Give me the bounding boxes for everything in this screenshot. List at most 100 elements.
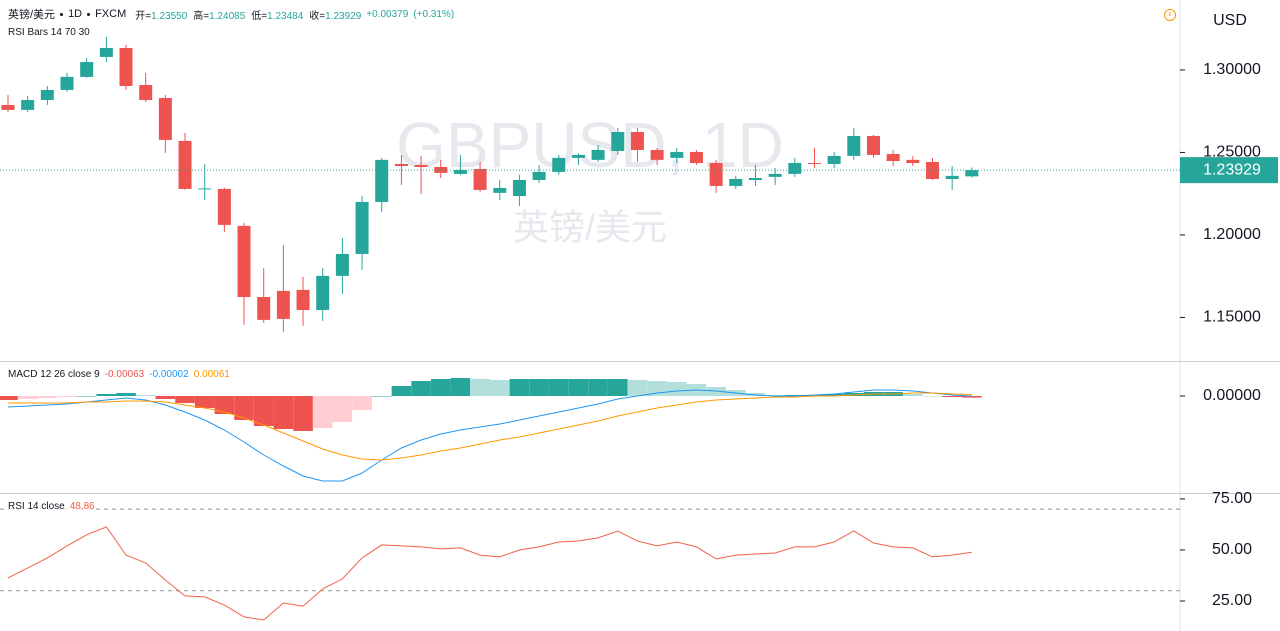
macd-histogram-bar (627, 380, 648, 396)
macd-histogram-bar (489, 380, 510, 396)
candle-body (316, 275, 330, 311)
ohlc-value: 1.23550 (151, 10, 188, 22)
macd-histogram-bar (391, 386, 412, 396)
candle-body (453, 169, 467, 174)
y-tick-label: 25.00 (1212, 592, 1252, 609)
candle-body (119, 48, 133, 86)
candle-body (611, 131, 625, 151)
currency-box[interactable] (1200, 6, 1262, 36)
candle-body (768, 173, 782, 177)
separator (60, 12, 64, 16)
source: FXCM (95, 8, 127, 20)
candle-body (80, 62, 94, 77)
candle-body (434, 166, 448, 173)
ohlc-item: 高=1.24085 (193, 7, 245, 22)
macd-line (7, 389, 972, 482)
macd-histogram-bar (17, 396, 38, 399)
candle-body (198, 188, 212, 190)
y-tick-label: 75.00 (1212, 490, 1252, 507)
macd-histogram-bar (411, 381, 431, 396)
candle-body (827, 155, 841, 165)
macd-histogram-bar (430, 379, 451, 396)
symbol-legend: 英镑/美元 1D FXCM 开=1.23550 高=1.24085 低=1.2348… (8, 6, 455, 22)
change: +0.00379 (366, 8, 409, 20)
candle-body (139, 84, 153, 100)
macd-histogram-bar (194, 396, 215, 408)
candle-body (21, 99, 35, 110)
candle-body (375, 159, 389, 202)
candle-body (178, 140, 192, 189)
candle-body (158, 98, 172, 140)
candle-body (1, 104, 15, 110)
ohlc-label: 开= (135, 10, 152, 22)
candle-body (788, 163, 802, 174)
macd-histogram-bar (962, 396, 982, 398)
macd-histogram-bar (450, 378, 471, 396)
candle-body (886, 153, 900, 162)
macd-histogram-bar (332, 396, 353, 422)
symbol[interactable]: 英镑/美元 (8, 9, 56, 21)
macd-histogram-bar (214, 396, 235, 414)
rsi-title: RSI 14 close (8, 501, 65, 512)
macd-histogram-bar (371, 396, 392, 397)
ohlc-item: 低=1.23484 (251, 7, 303, 22)
separator (87, 12, 91, 16)
candle-body (650, 149, 664, 160)
ohlc-item: 开=1.23550 (135, 7, 187, 22)
ohlc-label: 高= (193, 10, 210, 22)
y-tick-label: 1.15000 (1203, 309, 1261, 326)
candle-body (571, 154, 585, 158)
interval: 1D (68, 8, 83, 20)
macd-hist-value: -0.00063 (104, 369, 145, 380)
candle-body (906, 159, 920, 164)
macd-histogram-bar (666, 382, 687, 396)
macd-legend: MACD 12 26 close 9 -0.00063 -0.00002 0.0… (8, 369, 230, 380)
watermark-sub: 英镑/美元 (513, 207, 667, 248)
macd-histogram-bar (273, 396, 294, 429)
candle-body (552, 157, 566, 172)
macd-line (8, 392, 972, 461)
candle-body (473, 168, 487, 190)
candle-body (40, 89, 54, 100)
ohlc-value: 1.24085 (209, 10, 246, 22)
indicator: RSI Bars 14 70 30 (8, 27, 90, 38)
macd-title: MACD 12 26 close 9 (8, 369, 100, 380)
y-tick-label: 0.00000 (1203, 387, 1261, 404)
candle-body (414, 164, 428, 167)
alert-icon[interactable] (1164, 9, 1176, 21)
candle-body (493, 187, 507, 193)
macd-histogram-bar (76, 396, 97, 397)
candle-body (257, 296, 271, 320)
candle-body (748, 178, 762, 181)
macd-histogram-bar (135, 395, 156, 396)
macd-histogram-bar (57, 396, 77, 397)
macd-histogram-bar (116, 393, 136, 396)
candle-body (807, 163, 821, 165)
macd-histogram-bar (0, 396, 18, 400)
currency[interactable]: USD (1213, 12, 1247, 29)
candle-body (335, 253, 349, 276)
macd-histogram-bar (588, 379, 608, 396)
macd-histogram-bar (352, 396, 372, 410)
ohlc-value: 1.23929 (325, 10, 362, 22)
ohlc-value: 1.23484 (267, 10, 304, 22)
macd-histogram-bar (509, 379, 530, 396)
y-tick-label: 50.00 (1212, 541, 1252, 558)
candle-body (591, 149, 605, 160)
candle-body (965, 170, 979, 177)
macd-value: -0.00002 (149, 369, 189, 380)
candle-body (512, 180, 526, 197)
candle-body (532, 171, 546, 181)
candle-body (689, 151, 703, 164)
macd-histogram-bar (922, 396, 943, 397)
candle-body (355, 201, 369, 254)
candle-body (60, 76, 74, 90)
macd-histogram-bar (548, 379, 569, 396)
candle-body (296, 289, 310, 311)
macd-histogram-bar (293, 396, 313, 431)
candle-body (847, 135, 861, 156)
candle-body (276, 290, 290, 319)
macd-histogram-bar (607, 379, 628, 396)
macd-histogram-bar (312, 396, 333, 428)
